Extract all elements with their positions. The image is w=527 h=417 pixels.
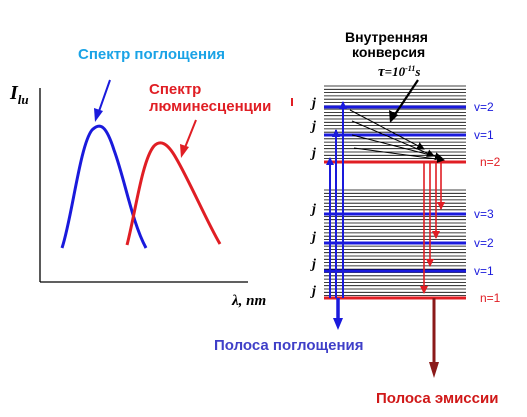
level-label-lower-v3: v=3 (474, 207, 494, 221)
relaxation-arrows (349, 109, 445, 164)
absorption-band-label: Полоса поглощения (214, 337, 364, 354)
emission-transition-arrows (420, 162, 445, 378)
luminescence-curve (125, 141, 222, 246)
emission-band-label: Полоса эмиссии (376, 390, 498, 407)
tau-label: τ=10-11s (378, 64, 420, 80)
x-axis-label: λ, nm (231, 293, 266, 309)
j-label: j (310, 146, 316, 161)
absorption-pointer-arrow (94, 79, 111, 122)
level-label-lower-v2: v=2 (474, 236, 494, 250)
spectra-panel: Ilu λ, nm Спектр поглощения Спектр люмин… (9, 46, 293, 309)
level-label-upper-v1: v=1 (474, 128, 494, 142)
lower-sublevel-lines (324, 189, 466, 297)
luminescence-spectrum-title-line2: люминесценции (149, 98, 271, 115)
j-label: j (310, 202, 316, 217)
luminescence-spectrum-title-line1: Спектр (149, 81, 201, 98)
j-label: j (310, 119, 316, 134)
level-label-lower-v1: v=1 (474, 264, 494, 278)
sublevel-j-labels: j j j j j j j (310, 96, 316, 299)
internal-conversion-title-line1: Внутренняя (345, 29, 428, 45)
tau-pointer-arrow (389, 79, 419, 123)
level-label-n1: n=1 (480, 291, 501, 305)
absorption-spectrum-title: Спектр поглощения (78, 46, 225, 63)
j-label: j (310, 96, 316, 111)
absorption-curve (60, 124, 148, 249)
internal-conversion-title-line2: конверсия (352, 44, 425, 60)
j-label: j (310, 257, 316, 272)
level-label-upper-v2: v=2 (474, 100, 494, 114)
absorption-transition-arrows (326, 101, 347, 330)
j-label: j (310, 230, 316, 245)
level-label-n2: n=2 (480, 155, 501, 169)
energy-level-panel: v=2 v=1 n=2 v=3 v=2 v=1 n=1 j j j j j j … (214, 29, 501, 407)
j-label: j (310, 284, 316, 299)
y-axis-label: Ilu (9, 82, 29, 107)
luminescence-pointer-arrow (180, 119, 197, 158)
upper-sublevel-lines (324, 85, 466, 160)
